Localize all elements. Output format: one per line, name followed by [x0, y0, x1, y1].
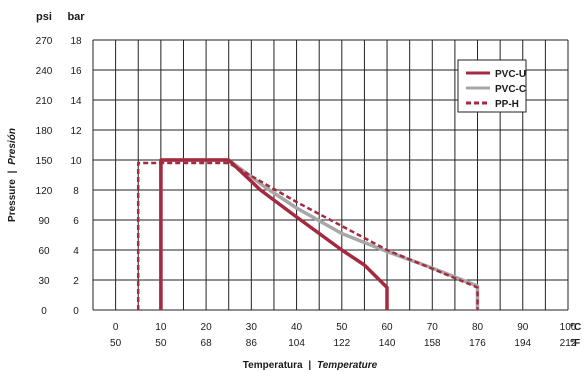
- y-tick-label-psi: 0: [41, 306, 47, 317]
- y-tick-label-bar: 10: [70, 156, 82, 167]
- y-tick-label-psi: 60: [38, 246, 50, 257]
- y-unit-psi: psi: [36, 11, 52, 23]
- x-tick-label-fahrenheit: 158: [424, 338, 441, 349]
- y-tick-label-psi: 90: [38, 216, 50, 227]
- y-tick-label-bar: 8: [73, 186, 79, 197]
- y-tick-label-psi: 30: [38, 276, 50, 287]
- x-tick-labels: 0 50 10 50 20 68 30 86 40 104 50 122 60 140 70 158 80 176…: [110, 322, 577, 349]
- x-unit-fahrenheit: °F: [570, 338, 580, 349]
- y-tick-label-bar: 4: [73, 246, 79, 257]
- series-line-pvc-u: [159, 158, 389, 310]
- x-axis-title: Temperatura | Temperature: [243, 360, 378, 371]
- y-axis-title-main: Pressure: [7, 179, 18, 222]
- x-tick-label-celsius: 50: [336, 322, 348, 333]
- x-tick-label-celsius: 70: [427, 322, 439, 333]
- x-tick-label-celsius: 0: [113, 322, 119, 333]
- y-axis-title-alt: Presión: [7, 128, 18, 165]
- x-tick-label-fahrenheit: 122: [333, 338, 350, 349]
- x-tick-label-fahrenheit: 176: [469, 338, 486, 349]
- x-tick-label-fahrenheit: 86: [246, 338, 258, 349]
- x-axis-title-main: Temperatura: [243, 360, 303, 371]
- x-tick-label-fahrenheit: 50: [110, 338, 122, 349]
- series-line-pp-h: [136, 161, 479, 310]
- x-tick-label-fahrenheit: 50: [155, 338, 167, 349]
- y-tick-labels: 0 0 30 2 60 4 90 6 120 8 150 10 180 12 210 14 240 16 270 18: [36, 36, 82, 317]
- y-tick-label-bar: 16: [70, 66, 82, 77]
- legend: PVC-U PVC-C PP-H: [457, 59, 527, 113]
- x-tick-label-fahrenheit: 140: [379, 338, 396, 349]
- y-tick-label-bar: 0: [73, 306, 79, 317]
- x-tick-label-celsius: 90: [517, 322, 529, 333]
- x-tick-label-celsius: 60: [381, 322, 393, 333]
- y-tick-label-bar: 2: [73, 276, 79, 287]
- y-tick-label-psi: 120: [36, 186, 53, 197]
- x-tick-label-fahrenheit: 212: [560, 338, 577, 349]
- svg-text:Pressure | Presión: Pressure | Presión: [7, 128, 18, 222]
- y-tick-label-bar: 14: [70, 96, 82, 107]
- x-tick-label-celsius: 80: [472, 322, 484, 333]
- series-lines: [136, 158, 480, 310]
- legend-label-pvc-u: PVC-U: [495, 69, 526, 80]
- x-tick-label-fahrenheit: 68: [201, 338, 213, 349]
- y-tick-label-psi: 240: [36, 66, 53, 77]
- x-tick-label-celsius: 40: [291, 322, 303, 333]
- x-unit-celsius: °C: [570, 322, 581, 333]
- y-tick-label-bar: 12: [70, 126, 82, 137]
- y-tick-label-bar: 6: [73, 216, 79, 227]
- x-axis-title-separator: |: [308, 360, 311, 371]
- x-axis-title-alt: Temperature: [317, 360, 378, 371]
- y-tick-label-psi: 150: [36, 156, 53, 167]
- y-tick-label-psi: 180: [36, 126, 53, 137]
- y-tick-label-psi: 210: [36, 96, 53, 107]
- y-tick-label-bar: 18: [70, 36, 82, 47]
- x-tick-label-celsius: 30: [246, 322, 258, 333]
- x-tick-label-celsius: 100: [560, 322, 577, 333]
- legend-label-pvc-c: PVC-C: [495, 84, 526, 95]
- y-unit-bar: bar: [67, 11, 85, 23]
- x-tick-label-fahrenheit: 194: [514, 338, 531, 349]
- y-axis-title: Pressure | Presión: [7, 128, 18, 222]
- x-tick-label-celsius: 10: [155, 322, 167, 333]
- legend-label-pp-h: PP-H: [495, 99, 519, 110]
- x-tick-label-celsius: 20: [201, 322, 213, 333]
- y-axis-title-separator: |: [7, 170, 18, 173]
- y-tick-label-psi: 270: [36, 36, 53, 47]
- x-tick-label-fahrenheit: 104: [288, 338, 305, 349]
